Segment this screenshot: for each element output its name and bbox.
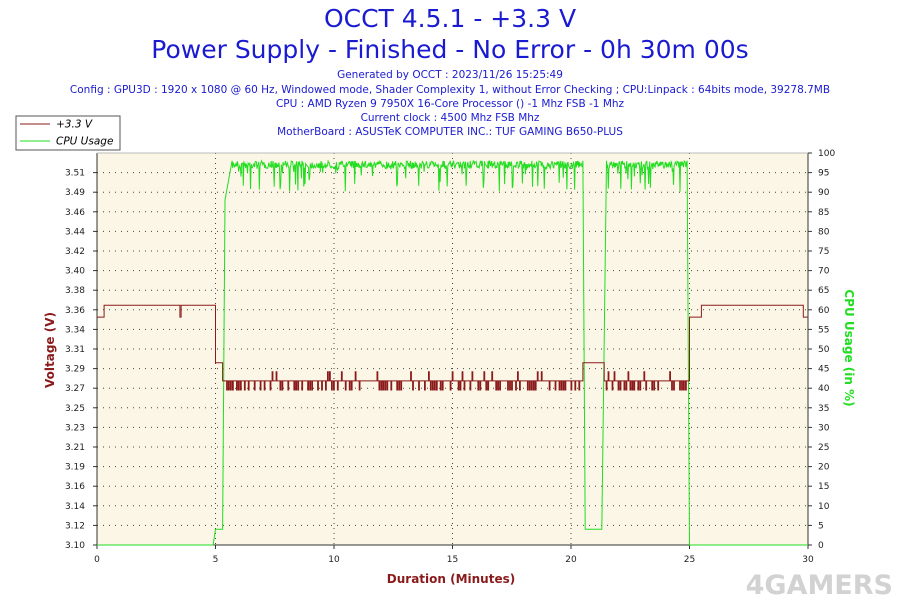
y-left-tick-label: 3.29 [65,365,85,375]
y-left-tick-label: 3.14 [65,502,85,512]
y-left-tick-label: 3.23 [65,423,85,433]
y-right-tick-label: 90 [818,188,830,198]
legend-box [15,115,121,151]
y-right-tick-label: 60 [818,306,830,316]
chart-title: OCCT 4.5.1 - +3.3 V [323,4,577,33]
y-left-tick-label: 3.51 [65,169,85,179]
y-right-tick-label: 75 [818,247,829,257]
y-left-tick-label: 3.27 [65,384,85,394]
y-right-tick-label: 45 [818,365,829,375]
y-right-tick-label: 30 [818,423,830,433]
info-generated: Generated by OCCT : 2023/11/26 15:25:49 [337,69,563,81]
legend-cpu-label: CPU Usage [56,136,113,148]
y-left-tick-label: 3.16 [65,482,85,492]
y-right-tick-label: 10 [818,502,830,512]
x-tick-label: 10 [328,555,340,565]
y-right-tick-label: 0 [818,541,824,551]
y-left-tick-label: 3.46 [65,208,85,218]
y-right-axis-ticks: 0 5 10 15 20 25 30 35 40 45 50 55 60 65 70 75 80 85 90 95 10… [808,149,835,551]
y-left-tick-label: 3.21 [65,443,85,453]
info-clock: Current clock : 4500 Mhz FSB Mhz [360,112,540,124]
y-left-tick-label: 3.31 [65,345,85,355]
x-tick-label: 30 [802,555,814,565]
y-left-axis-label: Voltage (V) [43,312,57,388]
y-right-tick-label: 35 [818,404,829,414]
x-tick-label: 0 [94,555,100,565]
y-right-tick-label: 65 [818,286,829,296]
y-right-tick-label: 40 [818,384,830,394]
y-right-tick-label: 5 [818,521,824,531]
legend: +3.3 V CPU Usage [15,115,121,151]
y-left-tick-label: 3.44 [65,227,85,237]
y-left-axis-ticks: 3.10 3.12 3.14 3.16 3.19 3.21 3.23 3.25 3.27 3.29… [65,169,97,551]
x-axis-label: Duration (Minutes) [387,572,515,586]
x-axis-ticks: 0 5 10 15 20 25 30 [94,545,814,565]
y-right-tick-label: 25 [818,443,829,453]
y-right-axis-label: CPU Usage (in %) [842,289,856,406]
y-left-tick-label: 3.40 [65,267,85,277]
series-group [97,159,808,546]
x-tick-label: 15 [447,555,458,565]
y-left-tick-label: 3.49 [65,188,85,198]
y-right-tick-label: 80 [818,227,830,237]
legend-voltage-label: +3.3 V [56,119,93,131]
cpu-usage-line [97,159,808,546]
y-left-tick-label: 3.12 [65,521,85,531]
y-left-tick-label: 3.34 [65,325,85,335]
y-right-tick-label: 100 [818,149,835,159]
y-right-tick-label: 70 [818,267,830,277]
y-left-tick-label: 3.19 [65,463,85,473]
x-tick-label: 5 [213,555,219,565]
x-tick-label: 20 [565,555,577,565]
y-right-tick-label: 20 [818,463,830,473]
y-right-tick-label: 15 [818,482,829,492]
watermark-logo: 4GAMERS [746,570,893,600]
y-right-tick-label: 85 [818,208,829,218]
info-motherboard: MotherBoard : ASUSTeK COMPUTER INC.: TUF… [277,126,623,138]
info-config: Config : GPU3D : 1920 x 1080 @ 60 Hz, Wi… [69,84,831,96]
chart-subtitle: Power Supply - Finished - No Error - 0h … [151,35,749,64]
y-right-tick-label: 50 [818,345,830,355]
x-tick-label: 25 [684,555,695,565]
y-right-tick-label: 95 [818,169,829,179]
y-left-tick-label: 3.36 [65,306,85,316]
y-right-tick-label: 55 [818,325,829,335]
y-left-tick-label: 3.10 [65,541,85,551]
y-left-tick-label: 3.25 [65,404,85,414]
y-left-tick-label: 3.42 [65,247,85,257]
y-left-tick-label: 3.38 [65,286,85,296]
voltage-line [97,304,808,391]
info-cpu: CPU : AMD Ryzen 9 7950X 16-Core Processo… [275,98,625,110]
